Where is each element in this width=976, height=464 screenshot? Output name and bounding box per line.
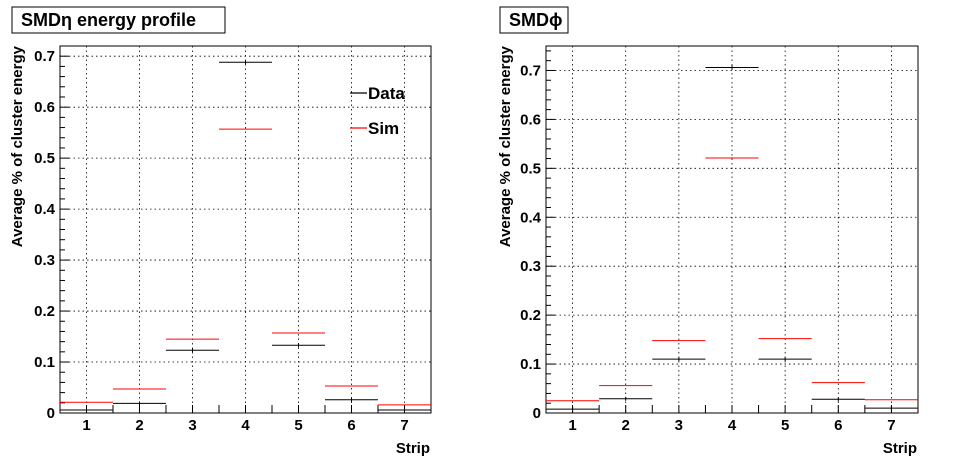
series-data [546,65,918,412]
series-data [60,60,431,412]
x-tick-label: 2 [622,417,630,434]
x-tick-label: 3 [675,417,683,434]
y-tick-label: 0.3 [520,258,541,275]
y-tick-label: 0.3 [34,252,55,269]
x-tick-label: 6 [834,417,842,434]
y-tick-label: 0.2 [34,303,55,320]
x-tick-label: 6 [347,417,355,434]
y-tick-label: 0.5 [34,150,55,167]
y-tick-label: 0.2 [520,307,541,324]
y-tick-label: 0.1 [520,356,541,373]
x-axis-label: Strip [396,440,430,457]
x-tick-label: 4 [241,417,250,434]
x-tick-label: 2 [135,417,143,434]
x-tick-label: 7 [887,417,895,434]
chart-panel-1: SMDη energy profile 0 0.1 0.2 0.3 0.4 0.5 0.6 0.… [9,6,432,457]
legend: Data Sim [350,84,405,138]
x-tick-label: 5 [781,417,789,434]
title-box [11,6,226,34]
x-axis-label: Strip [883,440,917,457]
y-tick-label: 0.4 [520,209,542,226]
x-tick-label: 3 [188,417,196,434]
y-tick-label: 0.4 [34,201,56,218]
series-sim [60,128,431,406]
y-tick-label: 0.7 [520,62,541,79]
legend-label-sim: Sim [368,119,399,138]
x-tick-label: 1 [82,417,90,434]
y-tick-label: 0.5 [520,160,541,177]
y-axis-label: Average % of cluster energy [497,45,514,247]
x-tick-label: 7 [400,417,408,434]
chart-title: SMDϕ [509,10,563,30]
y-axis-label: Average % of cluster energy [9,45,26,247]
chart-title: SMDη energy profile [21,10,196,30]
y-tick-label: 0.6 [34,99,55,116]
x-tick-label: 1 [568,417,576,434]
chart-panel-2: SMDϕ 0 0.1 0.2 0.3 0.4 0.5 0.6 0.7 1 2 3 4 5 6 7 Strip Av… [497,6,919,457]
y-tick-label: 0.7 [34,48,55,65]
x-tick-label: 4 [728,417,737,434]
legend-label-data: Data [368,84,405,103]
y-tick-label: 0 [47,405,55,422]
y-tick-label: 0.1 [34,354,55,371]
y-tick-label: 0.6 [520,111,541,128]
title-box [499,6,569,34]
y-tick-label: 0 [533,405,541,422]
x-tick-label: 5 [294,417,302,434]
series-sim [546,157,918,402]
